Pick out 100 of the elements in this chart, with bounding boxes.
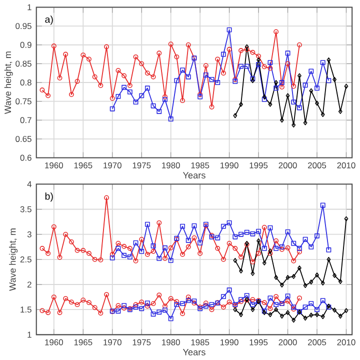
point xyxy=(186,244,191,250)
annotation: a) xyxy=(45,16,53,25)
y-tick-label: 1.5 xyxy=(20,306,32,313)
point xyxy=(133,54,138,60)
point xyxy=(244,47,250,52)
point xyxy=(238,64,244,69)
point xyxy=(162,256,168,262)
point xyxy=(110,252,115,258)
point xyxy=(268,248,272,254)
point xyxy=(232,234,238,240)
point xyxy=(239,268,243,274)
point xyxy=(122,244,127,249)
y-axis-title: Wave height, m xyxy=(4,52,13,114)
point xyxy=(268,296,273,301)
y-tick-label: 0.95 xyxy=(16,23,32,30)
point xyxy=(296,246,302,251)
point xyxy=(268,66,273,71)
x-tick-label: 1965 xyxy=(74,339,92,346)
point xyxy=(302,237,308,242)
point xyxy=(338,314,342,319)
point xyxy=(156,220,162,226)
point xyxy=(57,76,62,81)
point xyxy=(274,307,278,312)
point xyxy=(326,78,332,84)
point xyxy=(162,97,168,102)
point xyxy=(144,252,150,258)
y-tick-label: 3.5 xyxy=(20,206,32,212)
point xyxy=(279,244,284,250)
point xyxy=(226,288,232,293)
point xyxy=(133,240,138,246)
point xyxy=(262,97,267,102)
point xyxy=(127,83,132,88)
point xyxy=(308,244,314,250)
point xyxy=(203,72,208,78)
point xyxy=(215,236,220,240)
x-tick-label: 1995 xyxy=(250,162,268,168)
point xyxy=(274,80,278,86)
point xyxy=(116,308,121,314)
point xyxy=(256,54,262,59)
point xyxy=(150,244,156,248)
point xyxy=(298,73,302,78)
y-tick-label: 2.5 xyxy=(20,256,32,263)
point xyxy=(186,294,191,300)
point xyxy=(303,283,308,288)
point xyxy=(320,112,325,118)
point xyxy=(144,86,150,91)
point xyxy=(220,224,226,229)
point xyxy=(320,202,326,208)
point xyxy=(332,273,336,278)
point xyxy=(338,109,342,114)
point xyxy=(220,52,226,57)
point xyxy=(274,238,279,244)
point xyxy=(63,52,68,57)
point xyxy=(292,274,296,280)
point xyxy=(320,60,326,66)
point xyxy=(250,271,255,276)
point xyxy=(162,304,168,309)
point xyxy=(285,50,290,56)
point xyxy=(127,254,132,260)
point xyxy=(150,103,156,108)
point xyxy=(250,231,256,236)
point xyxy=(51,224,56,230)
point xyxy=(268,102,272,107)
point xyxy=(110,256,115,261)
point xyxy=(168,246,174,250)
point xyxy=(98,258,104,263)
point xyxy=(314,233,320,238)
point xyxy=(180,252,186,258)
point xyxy=(68,92,74,98)
point xyxy=(168,316,174,322)
point xyxy=(186,42,191,48)
point xyxy=(238,232,244,237)
x-tick-label: 2000 xyxy=(278,162,297,168)
point xyxy=(285,294,290,299)
point xyxy=(315,100,319,106)
point xyxy=(168,42,174,47)
x-tick-label: 1970 xyxy=(104,162,122,168)
point xyxy=(286,310,290,316)
point xyxy=(174,302,180,308)
point xyxy=(104,292,110,298)
point xyxy=(133,258,138,264)
point xyxy=(268,225,273,230)
y-tick-label: 0.9 xyxy=(20,42,32,48)
point xyxy=(320,280,325,286)
point xyxy=(74,248,80,253)
point xyxy=(262,246,267,251)
x-tick-label: 2010 xyxy=(337,339,356,346)
point xyxy=(250,50,256,56)
point xyxy=(314,86,320,91)
point xyxy=(203,63,208,68)
x-tick-label: 1995 xyxy=(250,339,268,346)
point xyxy=(256,238,260,244)
point xyxy=(268,60,273,66)
point xyxy=(168,296,174,302)
point xyxy=(250,260,256,265)
point xyxy=(46,93,51,98)
point xyxy=(215,246,220,251)
point xyxy=(51,44,56,49)
point xyxy=(286,275,290,280)
point xyxy=(110,106,115,112)
